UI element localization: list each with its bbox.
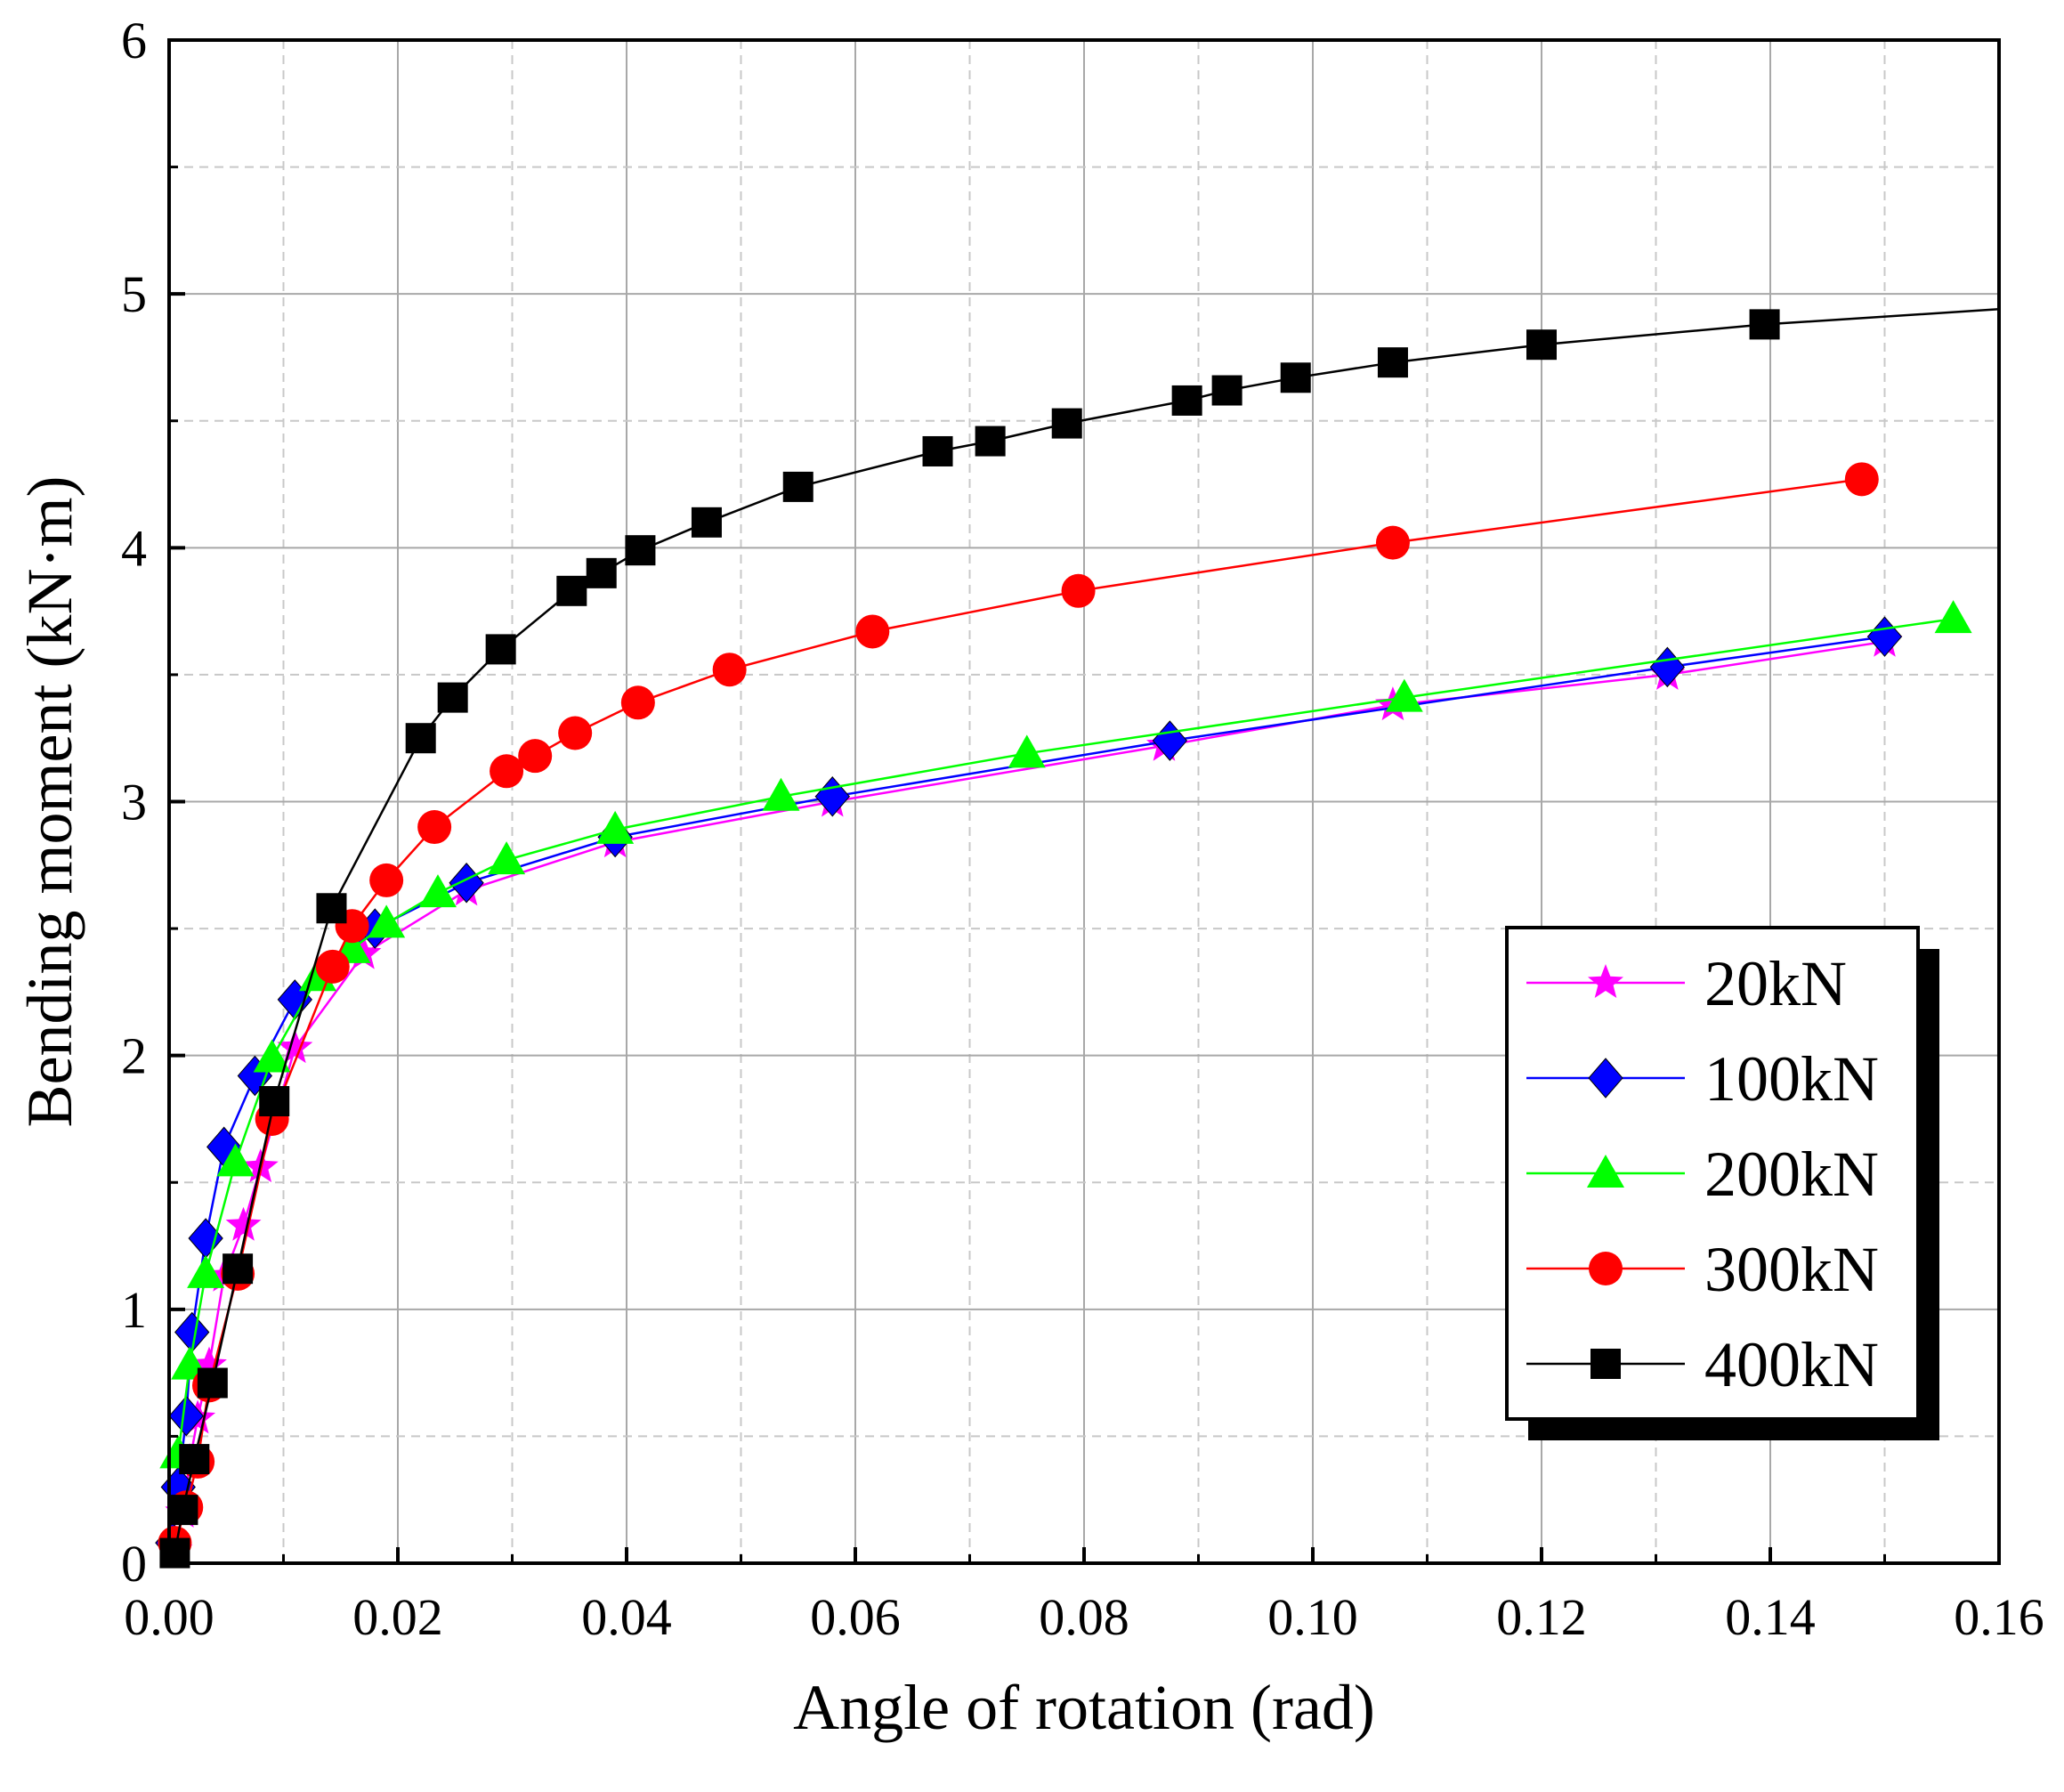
data-point-400kn bbox=[691, 507, 722, 538]
legend-entry-300kn: 300kN bbox=[1526, 1234, 1879, 1305]
data-point-200kn bbox=[216, 1143, 255, 1177]
legend-label-400kn: 400kN bbox=[1704, 1329, 1879, 1400]
data-point-300kn bbox=[558, 716, 593, 750]
data-point-200kn bbox=[1934, 600, 1972, 634]
data-point-300kn bbox=[315, 949, 350, 984]
legend-entry-200kn: 200kN bbox=[1526, 1139, 1879, 1210]
data-point-200kn bbox=[488, 841, 526, 875]
y-tick-label: 6 bbox=[121, 12, 147, 69]
data-point-300kn bbox=[1061, 573, 1096, 608]
data-point-100kn bbox=[168, 1395, 204, 1437]
y-tick-label: 1 bbox=[121, 1281, 147, 1339]
data-point-400kn bbox=[1051, 408, 1082, 439]
data-point-400kn bbox=[975, 426, 1006, 457]
data-point-400kn bbox=[1377, 347, 1408, 378]
data-point-20kn bbox=[277, 1029, 313, 1064]
data-point-400kn bbox=[197, 1367, 228, 1399]
data-point-100kn bbox=[449, 862, 484, 904]
series-400kn bbox=[159, 308, 2000, 1569]
data-point-200kn bbox=[187, 1254, 225, 1288]
axis-ticks bbox=[167, 38, 2001, 1565]
data-point-300kn bbox=[712, 653, 747, 687]
x-tick-label: 0.14 bbox=[1725, 1588, 1816, 1646]
legend-entry-100kn: 100kN bbox=[1526, 1043, 1879, 1115]
legend-marker-300kn bbox=[1589, 1252, 1623, 1285]
data-point-300kn bbox=[417, 810, 452, 845]
data-point-200kn bbox=[418, 874, 457, 908]
data-point-400kn bbox=[223, 1253, 254, 1285]
data-point-400kn bbox=[1749, 309, 1780, 340]
data-point-400kn bbox=[167, 1495, 198, 1526]
y-tick-label: 2 bbox=[121, 1027, 147, 1085]
data-point-400kn bbox=[922, 435, 953, 466]
x-tick-label: 0.00 bbox=[124, 1588, 214, 1646]
x-tick-label: 0.16 bbox=[1954, 1588, 2044, 1646]
data-point-400kn bbox=[316, 893, 347, 924]
data-point-400kn bbox=[485, 634, 516, 665]
data-point-200kn bbox=[1008, 734, 1046, 768]
legend-label-20kn: 20kN bbox=[1704, 948, 1847, 1019]
data-point-400kn bbox=[1171, 385, 1202, 416]
data-point-300kn bbox=[620, 685, 655, 720]
data-point-400kn bbox=[556, 575, 587, 606]
y-tick-label: 3 bbox=[121, 774, 147, 831]
legend-marker-20kn bbox=[1588, 964, 1623, 998]
data-point-20kn bbox=[225, 1206, 262, 1241]
y-tick-label: 5 bbox=[121, 265, 147, 323]
x-tick-labels: 0.00 0.02 0.04 0.06 0.08 0.10 0.12 0.14 0.16 bbox=[124, 1588, 2044, 1646]
data-point-300kn bbox=[1844, 462, 1879, 497]
y-tick-label: 4 bbox=[121, 519, 147, 577]
data-point-400kn bbox=[179, 1444, 210, 1475]
data-point-300kn bbox=[518, 739, 553, 774]
data-point-200kn bbox=[596, 810, 635, 844]
x-tick-label: 0.12 bbox=[1496, 1588, 1587, 1646]
data-point-300kn bbox=[369, 863, 404, 897]
data-point-200kn bbox=[368, 904, 406, 938]
legend-label-300kn: 300kN bbox=[1704, 1234, 1879, 1305]
data-point-400kn bbox=[1526, 329, 1557, 361]
legend-label-100kn: 100kN bbox=[1704, 1043, 1879, 1115]
series-layer bbox=[155, 308, 2000, 1569]
legend-entry-400kn: 400kN bbox=[1526, 1329, 1879, 1400]
data-point-300kn bbox=[855, 614, 890, 649]
legend-marker-400kn bbox=[1590, 1349, 1621, 1379]
data-point-200kn bbox=[1385, 678, 1423, 712]
y-tick-labels: 0 1 2 3 4 5 6 bbox=[121, 12, 147, 1593]
data-point-200kn bbox=[762, 777, 800, 811]
x-tick-label: 0.10 bbox=[1267, 1588, 1358, 1646]
data-point-400kn bbox=[259, 1085, 290, 1116]
y-tick-label: 0 bbox=[121, 1535, 147, 1593]
x-tick-label: 0.08 bbox=[1039, 1588, 1129, 1646]
legend-entry-20kn: 20kN bbox=[1526, 948, 1847, 1019]
y-axis-title: Bending moment (kN·m) bbox=[14, 476, 85, 1128]
data-point-400kn bbox=[1211, 375, 1242, 406]
x-tick-label: 0.06 bbox=[810, 1588, 901, 1646]
data-point-400kn bbox=[586, 557, 617, 588]
legend-marker-100kn bbox=[1588, 1058, 1623, 1099]
data-point-300kn bbox=[1375, 525, 1410, 560]
legend-label-200kn: 200kN bbox=[1704, 1139, 1879, 1210]
data-point-400kn bbox=[625, 535, 656, 566]
x-tick-label: 0.02 bbox=[352, 1588, 443, 1646]
data-point-400kn bbox=[1280, 362, 1311, 393]
data-point-400kn bbox=[437, 682, 468, 713]
legend: 20kN 100kN 200kN 300kN 400kN bbox=[1505, 926, 1939, 1440]
data-point-200kn bbox=[253, 1039, 291, 1073]
data-point-400kn bbox=[782, 471, 813, 502]
x-tick-label: 0.04 bbox=[581, 1588, 672, 1646]
data-point-20kn bbox=[191, 1346, 227, 1381]
x-axis-title: Angle of rotation (rad) bbox=[793, 1672, 1375, 1743]
data-point-300kn bbox=[490, 754, 524, 789]
data-point-400kn bbox=[405, 723, 436, 754]
legend-marker-200kn bbox=[1587, 1155, 1624, 1188]
